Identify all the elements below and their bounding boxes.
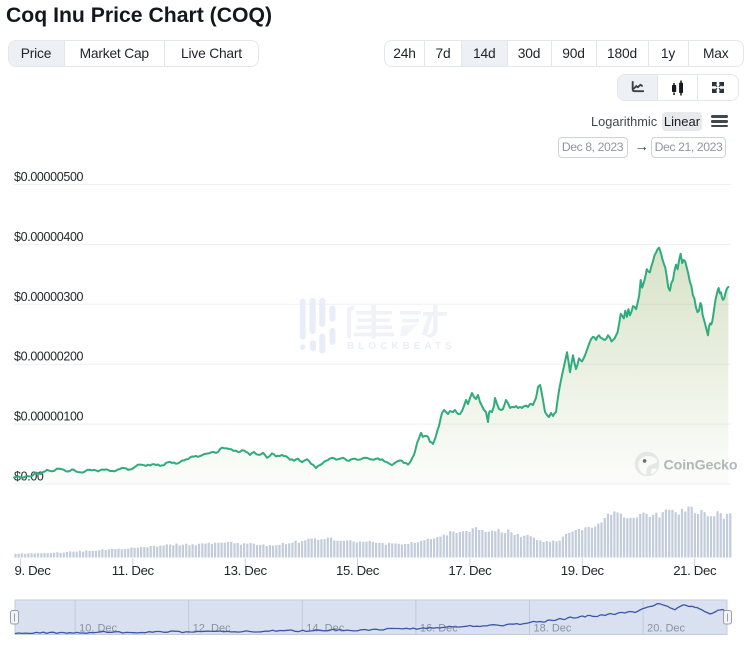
svg-text:$0.00000500: $0.00000500 — [14, 170, 84, 184]
svg-text:13. Dec: 13. Dec — [224, 563, 268, 578]
svg-text:14. Dec: 14. Dec — [306, 623, 344, 635]
svg-text:15. Dec: 15. Dec — [336, 563, 380, 578]
svg-text:$0.00000100: $0.00000100 — [14, 410, 84, 424]
svg-text:$0.00000200: $0.00000200 — [14, 350, 84, 364]
svg-text:19. Dec: 19. Dec — [561, 563, 605, 578]
svg-text:BLOCKBEATS: BLOCKBEATS — [347, 341, 456, 352]
svg-text:18. Dec: 18. Dec — [534, 623, 572, 635]
svg-text:20. Dec: 20. Dec — [647, 623, 685, 635]
svg-text:$0.00000400: $0.00000400 — [14, 230, 84, 244]
svg-text:10. Dec: 10. Dec — [79, 623, 117, 635]
svg-text:11. Dec: 11. Dec — [112, 563, 155, 578]
svg-text:21. Dec: 21. Dec — [673, 563, 717, 578]
svg-text:$0.00000300: $0.00000300 — [14, 290, 84, 304]
svg-text:9. Dec: 9. Dec — [15, 563, 52, 578]
svg-text:17. Dec: 17. Dec — [448, 563, 492, 578]
svg-text:12. Dec: 12. Dec — [193, 623, 231, 635]
